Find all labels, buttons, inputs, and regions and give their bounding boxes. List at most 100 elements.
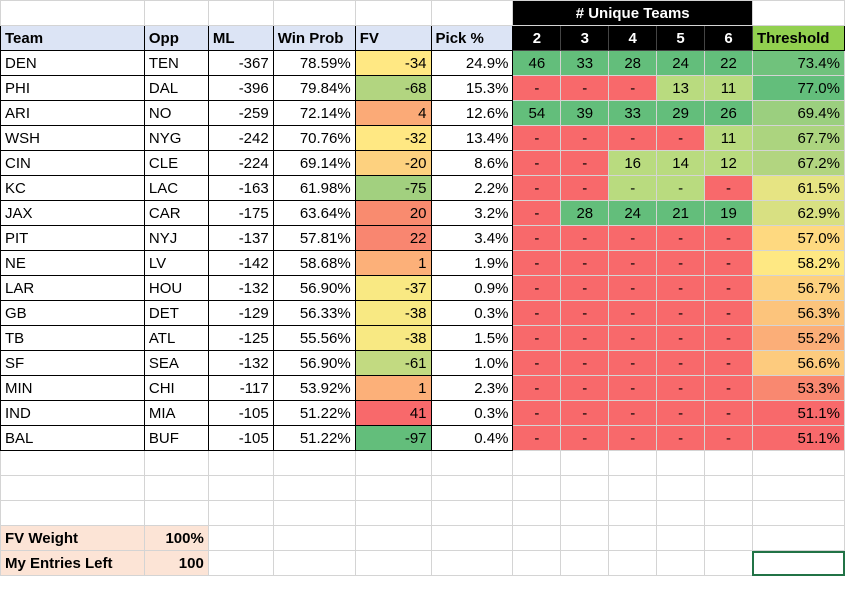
- selected-cell[interactable]: [751, 550, 845, 576]
- cell-ml[interactable]: -105: [207, 400, 274, 426]
- cell-pick-pct[interactable]: 0.4%: [430, 425, 514, 451]
- cell-unique-5[interactable]: 13: [656, 75, 706, 101]
- cell-ml[interactable]: -367: [207, 50, 274, 76]
- cell[interactable]: [704, 550, 753, 576]
- cell-unique-5[interactable]: -: [656, 325, 706, 351]
- header-unique-6[interactable]: 6: [704, 25, 753, 51]
- cell-team[interactable]: TB: [0, 325, 145, 351]
- cell[interactable]: [512, 475, 562, 501]
- cell[interactable]: [560, 550, 610, 576]
- cell-pick-pct[interactable]: 15.3%: [430, 75, 514, 101]
- cell-unique-6[interactable]: -: [704, 225, 753, 251]
- cell-win-prob[interactable]: 51.22%: [272, 425, 356, 451]
- cell-unique-4[interactable]: 28: [608, 50, 658, 76]
- cell[interactable]: [608, 525, 658, 551]
- cell-unique-6[interactable]: -: [704, 275, 753, 301]
- cell[interactable]: [272, 500, 356, 526]
- cell-win-prob[interactable]: 53.92%: [272, 375, 356, 401]
- cell-win-prob[interactable]: 56.90%: [272, 350, 356, 376]
- cell-threshold[interactable]: 69.4%: [751, 100, 845, 126]
- cell-fv[interactable]: 41: [354, 400, 432, 426]
- cell[interactable]: [560, 475, 610, 501]
- cell-unique-3[interactable]: -: [560, 225, 610, 251]
- cell[interactable]: [704, 500, 753, 526]
- cell[interactable]: [0, 500, 145, 526]
- cell-unique-3[interactable]: -: [560, 150, 610, 176]
- cell-pick-pct[interactable]: 12.6%: [430, 100, 514, 126]
- cell-fv[interactable]: -97: [354, 425, 432, 451]
- cell[interactable]: [656, 525, 706, 551]
- cell-pick-pct[interactable]: 8.6%: [430, 150, 514, 176]
- cell-unique-5[interactable]: 29: [656, 100, 706, 126]
- cell-threshold[interactable]: 73.4%: [751, 50, 845, 76]
- cell-ml[interactable]: -129: [207, 300, 274, 326]
- cell-unique-5[interactable]: 24: [656, 50, 706, 76]
- unique-teams-title[interactable]: # Unique Teams: [512, 0, 753, 26]
- cell-ml[interactable]: -137: [207, 225, 274, 251]
- cell-threshold[interactable]: 53.3%: [751, 375, 845, 401]
- cell-threshold[interactable]: 57.0%: [751, 225, 845, 251]
- cell[interactable]: [608, 500, 658, 526]
- cell[interactable]: [560, 525, 610, 551]
- cell-fv[interactable]: 1: [354, 250, 432, 276]
- cell-win-prob[interactable]: 79.84%: [272, 75, 356, 101]
- header-pick-pct[interactable]: Pick %: [430, 25, 514, 51]
- cell-unique-6[interactable]: -: [704, 425, 753, 451]
- cell-unique-2[interactable]: -: [512, 225, 562, 251]
- cell-unique-2[interactable]: -: [512, 125, 562, 151]
- cell-fv[interactable]: -61: [354, 350, 432, 376]
- cell-unique-2[interactable]: -: [512, 300, 562, 326]
- cell-threshold[interactable]: 67.2%: [751, 150, 845, 176]
- cell-opp[interactable]: NYG: [143, 125, 209, 151]
- cell-threshold[interactable]: 67.7%: [751, 125, 845, 151]
- cell-unique-2[interactable]: -: [512, 350, 562, 376]
- cell[interactable]: [207, 450, 274, 476]
- cell-fv[interactable]: -37: [354, 275, 432, 301]
- cell-unique-6[interactable]: 19: [704, 200, 753, 226]
- cell-unique-2[interactable]: -: [512, 250, 562, 276]
- cell-unique-4[interactable]: -: [608, 75, 658, 101]
- cell-opp[interactable]: CLE: [143, 150, 209, 176]
- cell[interactable]: [751, 475, 845, 501]
- cell-unique-3[interactable]: 39: [560, 100, 610, 126]
- cell-unique-2[interactable]: -: [512, 200, 562, 226]
- cell[interactable]: [272, 450, 356, 476]
- cell-win-prob[interactable]: 51.22%: [272, 400, 356, 426]
- cell-win-prob[interactable]: 69.14%: [272, 150, 356, 176]
- cell-opp[interactable]: DAL: [143, 75, 209, 101]
- cell[interactable]: [207, 550, 274, 576]
- cell-threshold[interactable]: 51.1%: [751, 425, 845, 451]
- header-unique-3[interactable]: 3: [560, 25, 610, 51]
- cell-pick-pct[interactable]: 0.3%: [430, 400, 514, 426]
- cell-opp[interactable]: ATL: [143, 325, 209, 351]
- cell-unique-5[interactable]: -: [656, 300, 706, 326]
- cell-pick-pct[interactable]: 3.2%: [430, 200, 514, 226]
- cell-unique-5[interactable]: 14: [656, 150, 706, 176]
- cell-win-prob[interactable]: 56.33%: [272, 300, 356, 326]
- cell-unique-4[interactable]: -: [608, 325, 658, 351]
- cell[interactable]: [354, 0, 432, 26]
- cell-opp[interactable]: MIA: [143, 400, 209, 426]
- cell-unique-5[interactable]: 21: [656, 200, 706, 226]
- cell[interactable]: [512, 500, 562, 526]
- cell-fv[interactable]: 4: [354, 100, 432, 126]
- cell-team[interactable]: NE: [0, 250, 145, 276]
- cell-win-prob[interactable]: 58.68%: [272, 250, 356, 276]
- cell-ml[interactable]: -117: [207, 375, 274, 401]
- cell[interactable]: [354, 550, 432, 576]
- cell-unique-4[interactable]: 24: [608, 200, 658, 226]
- cell-threshold[interactable]: 51.1%: [751, 400, 845, 426]
- cell[interactable]: [608, 550, 658, 576]
- cell-win-prob[interactable]: 63.64%: [272, 200, 356, 226]
- cell-unique-4[interactable]: -: [608, 425, 658, 451]
- cell[interactable]: [0, 0, 145, 26]
- cell-unique-5[interactable]: -: [656, 250, 706, 276]
- cell-team[interactable]: KC: [0, 175, 145, 201]
- cell-unique-5[interactable]: -: [656, 350, 706, 376]
- cell-win-prob[interactable]: 72.14%: [272, 100, 356, 126]
- cell-team[interactable]: ARI: [0, 100, 145, 126]
- cell-unique-6[interactable]: -: [704, 400, 753, 426]
- cell-unique-2[interactable]: -: [512, 325, 562, 351]
- cell-unique-5[interactable]: -: [656, 175, 706, 201]
- cell-opp[interactable]: TEN: [143, 50, 209, 76]
